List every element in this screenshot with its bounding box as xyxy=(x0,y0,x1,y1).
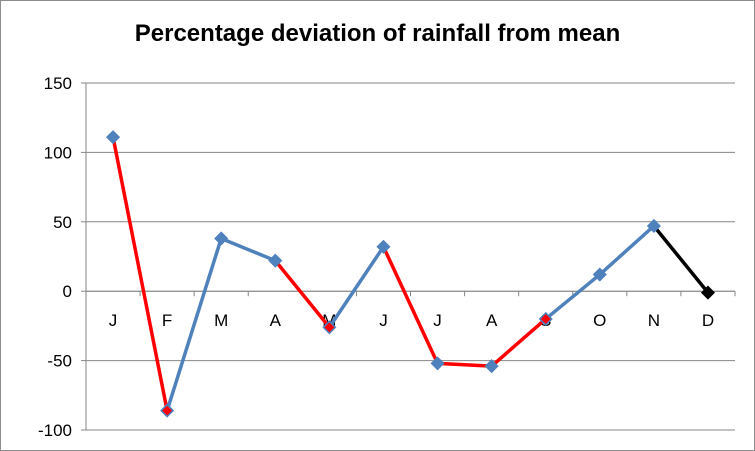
series-line xyxy=(111,135,710,413)
data-point-marker xyxy=(160,403,175,418)
x-tick-label: D xyxy=(702,311,714,330)
line-segment xyxy=(111,135,169,413)
data-point-marker xyxy=(430,356,445,371)
x-tick-label: M xyxy=(214,311,228,330)
x-tick-label: A xyxy=(270,311,282,330)
data-point-marker xyxy=(105,130,121,145)
line-segment xyxy=(165,236,223,413)
line-segment xyxy=(273,258,332,330)
y-tick-label: 150 xyxy=(44,74,72,93)
line-segment xyxy=(435,361,494,368)
series-markers xyxy=(105,130,716,418)
axes xyxy=(81,82,736,431)
x-tick-label: N xyxy=(648,311,660,330)
data-point-marker xyxy=(592,267,607,282)
line-segment xyxy=(543,272,602,321)
x-tick-label: J xyxy=(109,311,118,330)
y-tick-labels: 150 100 50 0 -50 -100 xyxy=(38,74,72,440)
data-point-marker xyxy=(646,218,661,234)
x-tick-label: F xyxy=(162,311,172,330)
line-segment xyxy=(219,236,278,263)
line-segment xyxy=(652,224,710,295)
y-tick-label: 100 xyxy=(44,143,72,162)
y-tick-label: -100 xyxy=(38,421,72,440)
x-tick-label: A xyxy=(486,311,498,330)
data-point-marker xyxy=(214,231,229,246)
line-segment xyxy=(489,317,548,368)
data-point-marker xyxy=(538,311,553,327)
x-tick-label: J xyxy=(379,311,388,330)
x-tick-labels: JFMAMJJASOND xyxy=(109,311,714,330)
x-tick-label: O xyxy=(593,311,606,330)
y-tick-label: -50 xyxy=(47,352,72,371)
data-point-marker xyxy=(700,285,716,300)
x-tick-label: J xyxy=(433,311,442,330)
line-segment xyxy=(381,245,440,366)
y-tick-label: 50 xyxy=(53,213,72,232)
chart-title: Percentage deviation of rainfall from me… xyxy=(134,20,621,47)
line-segment xyxy=(327,245,386,330)
line-segment xyxy=(598,224,656,277)
data-point-marker xyxy=(268,253,283,268)
data-point-marker xyxy=(376,239,391,254)
data-point-marker xyxy=(484,359,499,374)
gridlines xyxy=(86,82,735,431)
data-point-marker xyxy=(322,320,337,335)
y-tick-label: 0 xyxy=(63,282,72,301)
